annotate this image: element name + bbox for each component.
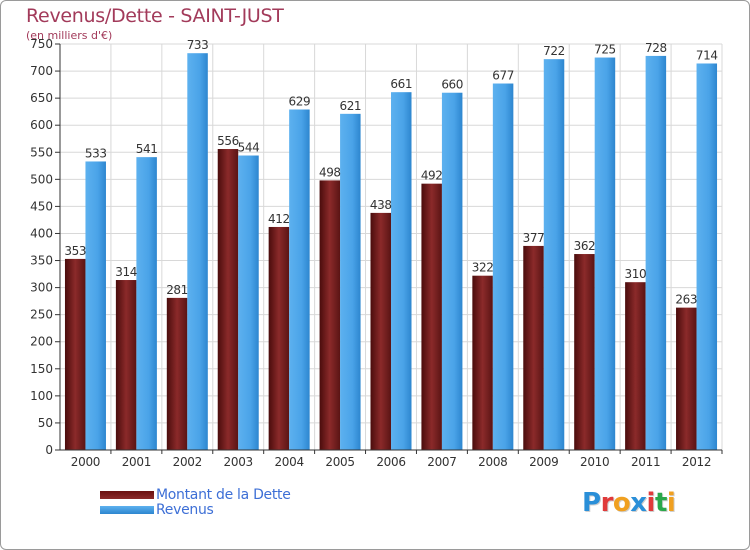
bar-revenus xyxy=(340,113,361,450)
y-tick-label: 550 xyxy=(30,145,53,159)
data-label: 621 xyxy=(339,99,361,113)
bar-revenus xyxy=(187,53,208,450)
data-label: 725 xyxy=(594,43,616,57)
logo-letter: x xyxy=(630,488,647,518)
data-label: 281 xyxy=(166,283,188,297)
x-tick-label: 2001 xyxy=(122,455,151,469)
data-label: 541 xyxy=(136,142,158,156)
logo-letter: r xyxy=(600,488,614,518)
bar-dette xyxy=(676,307,697,450)
bar-dette xyxy=(472,275,493,450)
bar-dette xyxy=(64,258,86,450)
data-label: 310 xyxy=(625,267,647,281)
bar-revenus xyxy=(543,59,565,450)
legend-label-revenus: Revenus xyxy=(156,501,214,518)
data-label: 438 xyxy=(370,198,392,212)
y-tick-label: 0 xyxy=(45,443,53,457)
data-label: 314 xyxy=(115,265,137,279)
data-label: 556 xyxy=(217,134,239,148)
x-tick-label: 2006 xyxy=(376,455,405,469)
proxiti-logo: Proxiti xyxy=(582,488,676,518)
data-label: 629 xyxy=(289,95,311,109)
x-tick-label: 2007 xyxy=(427,455,456,469)
bar-dette xyxy=(421,183,442,450)
y-tick-label: 500 xyxy=(30,172,53,186)
data-label: 533 xyxy=(85,146,107,160)
y-tick-label: 100 xyxy=(30,389,53,403)
chart-title: Revenus/Dette - SAINT-JUST xyxy=(26,5,284,27)
bar-dette xyxy=(166,297,188,450)
logo-letter: i xyxy=(666,488,676,518)
x-tick-label: 2008 xyxy=(478,455,507,469)
bar-dette xyxy=(574,254,595,450)
bar-revenus xyxy=(441,92,463,450)
logo-letter: o xyxy=(612,488,631,518)
data-label: 661 xyxy=(390,77,412,91)
y-tick-label: 350 xyxy=(30,254,53,268)
bar-dette xyxy=(217,149,239,450)
data-label: 722 xyxy=(543,44,565,58)
data-label: 377 xyxy=(523,231,545,245)
x-tick-label: 2003 xyxy=(224,455,253,469)
y-tick-label: 150 xyxy=(30,362,53,376)
legend-item-dette: Montant de la Dette xyxy=(100,486,291,503)
bar-revenus xyxy=(238,155,259,451)
data-label: 322 xyxy=(472,261,494,275)
bar-dette xyxy=(625,282,646,450)
x-tick-label: 2012 xyxy=(682,455,711,469)
x-tick-label: 2004 xyxy=(274,455,303,469)
data-label: 362 xyxy=(574,239,596,253)
x-tick-label: 2005 xyxy=(325,455,354,469)
data-label: 728 xyxy=(645,41,667,55)
logo-letter: t xyxy=(654,488,667,518)
data-label: 733 xyxy=(187,38,209,52)
data-label: 412 xyxy=(268,212,290,226)
bar-revenus xyxy=(136,157,157,450)
data-label: 677 xyxy=(492,69,514,83)
legend-swatch-dette xyxy=(100,490,154,499)
bar-dette xyxy=(268,226,290,450)
data-label: 353 xyxy=(64,244,86,258)
x-tick-label: 2002 xyxy=(173,455,202,469)
data-label: 263 xyxy=(675,293,697,307)
logo-letter: i xyxy=(646,488,656,518)
bar-revenus xyxy=(391,92,412,451)
y-tick-label: 650 xyxy=(30,91,53,105)
bar-dette xyxy=(319,180,341,450)
bar-revenus xyxy=(645,55,667,450)
chart-subtitle: (en milliers d'€) xyxy=(26,29,113,42)
legend-swatch-revenus xyxy=(100,505,154,514)
bar-revenus xyxy=(289,109,310,450)
data-label: 498 xyxy=(319,165,341,179)
x-tick-label: 2009 xyxy=(529,455,558,469)
data-label: 544 xyxy=(238,141,260,155)
y-tick-label: 200 xyxy=(30,335,53,349)
data-label: 714 xyxy=(696,48,718,62)
x-tick-label: 2011 xyxy=(631,455,660,469)
legend-item-revenus: Revenus xyxy=(100,501,291,518)
x-tick-label: 2000 xyxy=(71,455,100,469)
y-tick-label: 450 xyxy=(30,199,53,213)
bar-revenus xyxy=(492,83,514,450)
bar-revenus xyxy=(594,57,616,451)
x-tick-label: 2010 xyxy=(580,455,609,469)
y-tick-label: 250 xyxy=(30,308,53,322)
chart-legend: Montant de la Dette Revenus xyxy=(100,486,291,518)
y-tick-label: 50 xyxy=(38,416,53,430)
bar-dette xyxy=(370,212,391,450)
y-tick-label: 400 xyxy=(30,226,53,240)
bar-revenus xyxy=(696,63,718,450)
legend-label-dette: Montant de la Dette xyxy=(156,486,291,503)
data-label: 492 xyxy=(421,169,443,183)
y-tick-label: 600 xyxy=(30,118,53,132)
logo-letter: P xyxy=(582,488,601,518)
bar-dette xyxy=(115,280,137,450)
bar-revenus xyxy=(85,161,106,450)
y-tick-label: 300 xyxy=(30,281,53,295)
y-tick-label: 750 xyxy=(30,37,53,51)
data-label: 660 xyxy=(441,78,463,92)
y-tick-label: 700 xyxy=(30,64,53,78)
bar-dette xyxy=(523,245,544,450)
